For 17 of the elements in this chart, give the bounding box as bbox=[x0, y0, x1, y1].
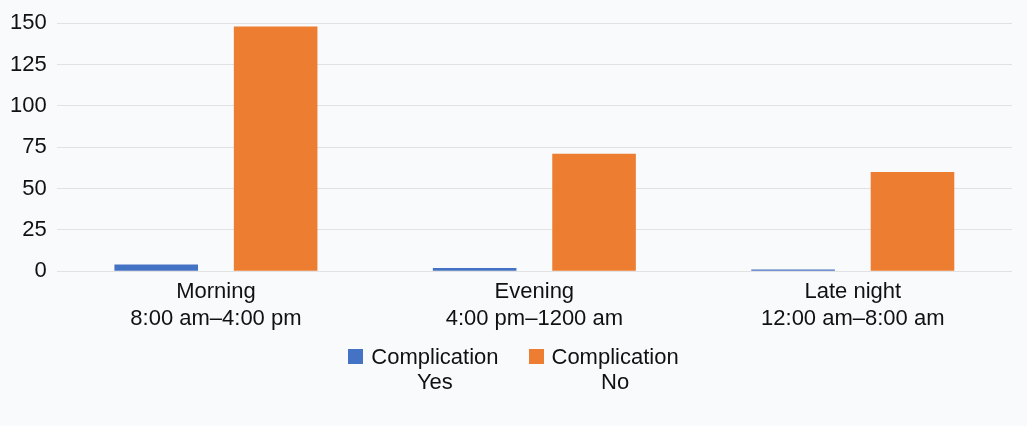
bar bbox=[870, 172, 955, 271]
x-tick-label: Evening 4:00 pm–1200 am bbox=[445, 278, 624, 330]
bar bbox=[114, 264, 199, 271]
y-tick-label: 0 bbox=[34, 257, 47, 283]
y-tick-label: 125 bbox=[9, 50, 47, 76]
bar bbox=[233, 26, 318, 271]
y-tick-label: 50 bbox=[22, 174, 47, 200]
legend-label: Complication Yes bbox=[371, 344, 499, 394]
legend-label: Complication No bbox=[551, 344, 679, 394]
bar bbox=[432, 267, 517, 271]
y-tick-label: 100 bbox=[9, 91, 47, 117]
x-tick-label: Morning 8:00 am–4:00 pm bbox=[130, 278, 302, 330]
bar bbox=[552, 153, 636, 271]
x-tick-label: Late night 12:00 am–8:00 am bbox=[761, 278, 945, 330]
y-tick-label: 150 bbox=[9, 9, 47, 35]
y-tick-label: 75 bbox=[22, 133, 47, 159]
y-tick-label: 25 bbox=[22, 215, 47, 241]
